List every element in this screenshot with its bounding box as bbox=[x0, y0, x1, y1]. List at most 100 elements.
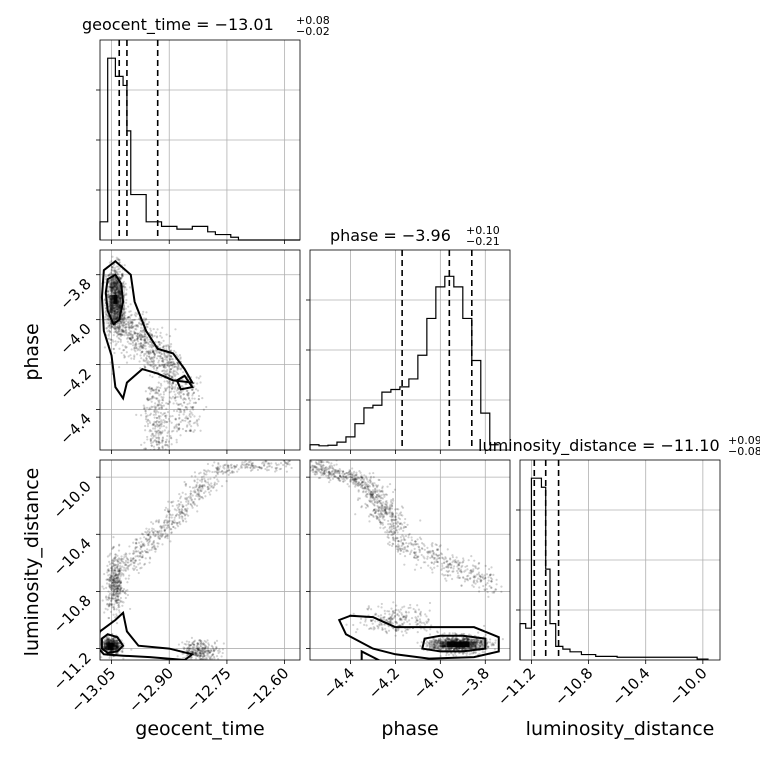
sample-point bbox=[204, 641, 208, 644]
sample-point bbox=[124, 596, 127, 600]
sample-point bbox=[164, 366, 167, 369]
sample-point bbox=[264, 460, 267, 463]
sample-point bbox=[473, 574, 476, 577]
sample-point bbox=[115, 315, 119, 319]
sample-point bbox=[126, 316, 129, 319]
sample-point bbox=[391, 515, 394, 519]
sample-point bbox=[383, 509, 387, 512]
sample-point bbox=[114, 616, 117, 619]
sample-point bbox=[444, 556, 447, 559]
sample-point bbox=[124, 317, 128, 320]
sample-point bbox=[112, 587, 115, 590]
sample-point bbox=[116, 586, 119, 590]
sample-point bbox=[118, 567, 122, 570]
sample-point bbox=[136, 335, 139, 339]
sample-point bbox=[395, 507, 399, 511]
sample-point bbox=[116, 312, 119, 316]
sample-point bbox=[341, 470, 345, 473]
sample-point bbox=[114, 289, 117, 293]
sample-point bbox=[106, 571, 109, 574]
sample-point bbox=[366, 487, 369, 490]
sample-point bbox=[174, 418, 177, 421]
sample-point bbox=[392, 539, 395, 542]
sample-point bbox=[153, 396, 156, 399]
sample-point bbox=[174, 373, 177, 376]
sample-point bbox=[109, 338, 113, 341]
sample-point bbox=[126, 321, 130, 324]
sample-point bbox=[203, 644, 206, 647]
sample-point bbox=[221, 651, 224, 655]
sample-point bbox=[193, 415, 196, 418]
sample-point bbox=[314, 466, 317, 469]
sample-point bbox=[113, 642, 116, 645]
sample-point bbox=[487, 595, 490, 598]
sample-point bbox=[119, 584, 122, 587]
sample-point bbox=[163, 380, 166, 383]
sample-point bbox=[110, 322, 113, 326]
sample-point bbox=[247, 461, 251, 464]
sample-point bbox=[249, 460, 252, 463]
sample-point bbox=[264, 460, 267, 463]
sample-point bbox=[138, 317, 141, 321]
sample-point bbox=[115, 287, 118, 290]
sample-point bbox=[170, 385, 173, 388]
sample-point bbox=[145, 540, 149, 543]
sample-point bbox=[113, 281, 117, 284]
sample-point bbox=[371, 493, 374, 496]
sample-point bbox=[343, 472, 346, 475]
sample-point bbox=[389, 522, 392, 526]
sample-point bbox=[113, 643, 116, 647]
sample-point bbox=[113, 645, 116, 648]
sample-point bbox=[153, 547, 156, 550]
sample-point bbox=[113, 579, 117, 582]
sample-point bbox=[400, 538, 403, 541]
sample-point bbox=[203, 650, 206, 653]
sample-point bbox=[144, 530, 147, 534]
sample-point bbox=[106, 635, 109, 639]
sample-point bbox=[153, 535, 156, 538]
sample-point bbox=[191, 406, 194, 409]
sample-point bbox=[436, 564, 439, 568]
sample-point bbox=[487, 579, 490, 582]
sample-point bbox=[155, 397, 158, 400]
sample-point bbox=[161, 431, 164, 434]
sample-point bbox=[131, 340, 134, 343]
sample-point bbox=[415, 563, 418, 566]
sample-point bbox=[205, 481, 208, 484]
sample-point bbox=[217, 657, 220, 660]
sample-point bbox=[133, 567, 136, 570]
sample-point bbox=[342, 480, 345, 483]
sample-point bbox=[171, 382, 174, 385]
sample-point bbox=[150, 333, 153, 337]
sample-point bbox=[143, 343, 146, 346]
sample-point bbox=[116, 581, 119, 584]
sample-point bbox=[371, 496, 374, 499]
sample-point bbox=[153, 356, 156, 359]
sample-point bbox=[185, 430, 188, 433]
sample-point bbox=[161, 359, 164, 362]
contour-1 bbox=[100, 259, 195, 401]
sample-point bbox=[115, 317, 118, 320]
sample-point bbox=[102, 645, 105, 648]
sample-point bbox=[116, 589, 119, 592]
sample-point bbox=[374, 484, 378, 487]
sample-point bbox=[106, 569, 109, 572]
sample-point bbox=[413, 568, 417, 571]
sample-point bbox=[322, 464, 325, 467]
sample-point bbox=[115, 643, 119, 646]
sample-point bbox=[177, 403, 180, 406]
sample-point bbox=[351, 477, 354, 480]
sample-point bbox=[203, 639, 206, 643]
sample-point bbox=[230, 463, 233, 466]
sample-point bbox=[355, 480, 358, 483]
sample-point bbox=[117, 258, 120, 261]
sample-point bbox=[174, 365, 177, 368]
sample-point bbox=[119, 600, 122, 604]
sample-point bbox=[197, 498, 201, 501]
sample-point bbox=[124, 589, 127, 592]
sample-point bbox=[213, 657, 216, 660]
sample-point bbox=[234, 465, 237, 468]
sample-point bbox=[223, 464, 226, 467]
sample-point bbox=[157, 450, 159, 452]
sample-point bbox=[118, 325, 121, 328]
